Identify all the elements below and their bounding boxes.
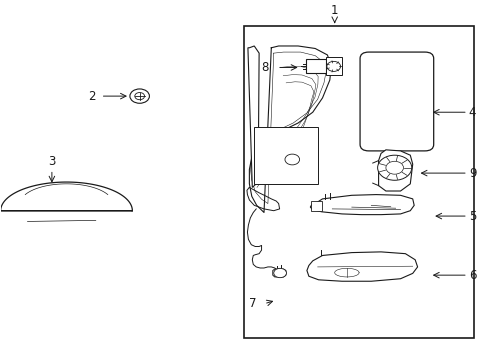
Polygon shape: [378, 150, 412, 191]
Circle shape: [285, 154, 299, 165]
Text: 6: 6: [468, 269, 475, 282]
Bar: [254, 127, 317, 184]
Text: 5: 5: [468, 210, 475, 222]
Circle shape: [135, 93, 144, 100]
Bar: [306, 59, 325, 73]
Polygon shape: [310, 195, 413, 215]
Text: 8: 8: [261, 61, 268, 74]
Bar: [311, 201, 322, 211]
Circle shape: [273, 268, 286, 278]
Text: 1: 1: [330, 4, 338, 17]
Polygon shape: [306, 252, 417, 281]
Bar: [325, 58, 341, 75]
Bar: [244, 26, 473, 338]
Text: 7: 7: [249, 297, 256, 310]
Circle shape: [385, 161, 403, 174]
Circle shape: [326, 61, 340, 71]
Circle shape: [130, 89, 149, 103]
Polygon shape: [272, 269, 285, 277]
FancyBboxPatch shape: [359, 52, 433, 151]
Text: 3: 3: [48, 155, 56, 168]
Text: 9: 9: [468, 167, 475, 180]
Polygon shape: [247, 46, 259, 188]
Text: 2: 2: [88, 90, 96, 103]
Text: 4: 4: [468, 106, 475, 119]
Circle shape: [377, 155, 411, 180]
